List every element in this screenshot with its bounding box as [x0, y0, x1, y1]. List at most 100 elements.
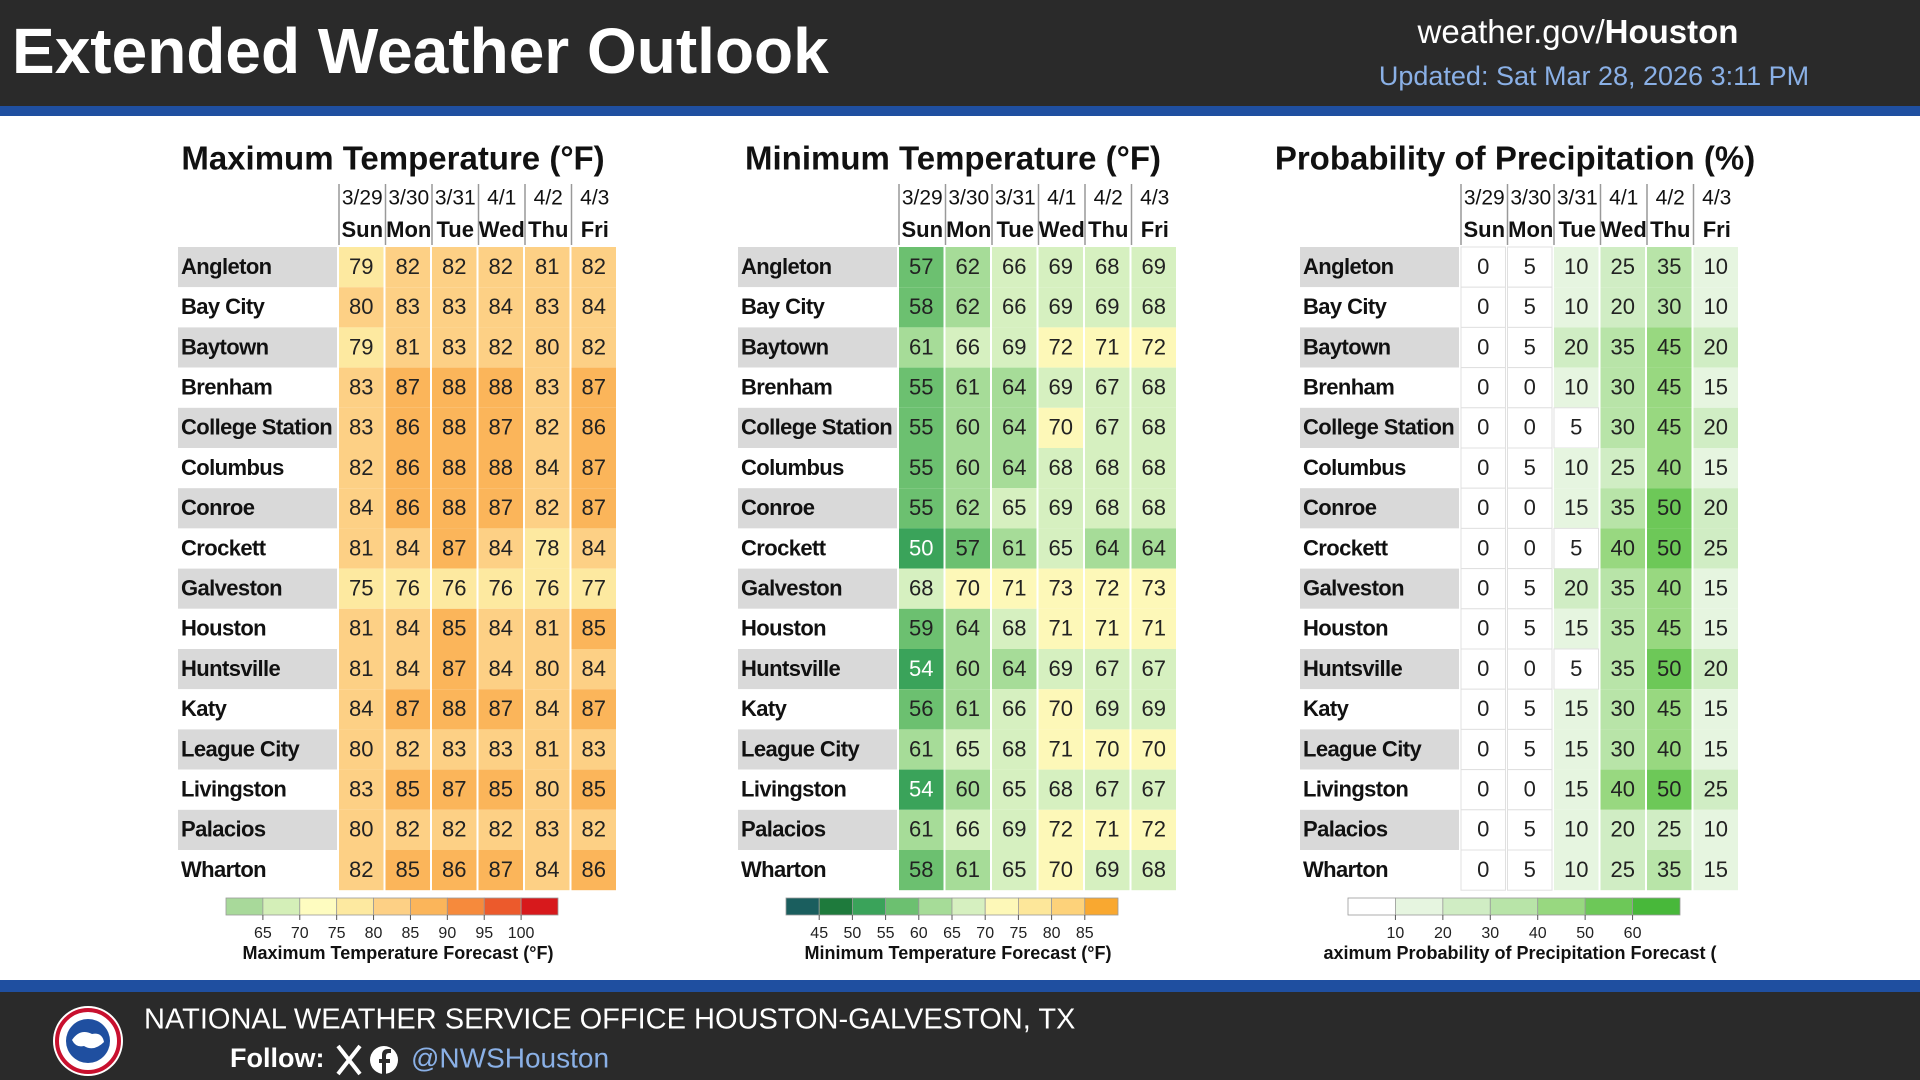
cell-value: 84	[489, 535, 513, 560]
cell-value: 73	[1049, 576, 1073, 601]
social-handle[interactable]: @NWSHouston	[411, 1042, 609, 1073]
value-cell	[1085, 608, 1130, 649]
cell-value: 25	[1611, 455, 1635, 480]
value-cell	[1554, 448, 1599, 489]
city-cell	[738, 367, 897, 408]
cell-value: 25	[1611, 254, 1635, 279]
city-name: Baytown	[741, 334, 829, 359]
cell-value: 50	[1657, 656, 1681, 681]
value-cell	[1460, 568, 1506, 610]
value-cell	[1085, 488, 1130, 529]
value-cell	[571, 488, 616, 529]
cell-value: 68	[1142, 495, 1166, 520]
value-cell	[339, 729, 384, 770]
cell-value: 0	[1477, 576, 1489, 601]
city-name: Crockett	[741, 535, 827, 560]
cell-value: 61	[956, 857, 980, 882]
cell-value: 67	[1095, 777, 1119, 802]
value-cell	[1460, 849, 1506, 891]
value-cell	[1507, 809, 1553, 851]
value-cell	[1131, 769, 1176, 810]
legend-swatch	[1084, 897, 1119, 916]
value-cell	[1554, 287, 1599, 328]
value-cell	[992, 327, 1037, 368]
cell-value: 82	[489, 334, 513, 359]
value-cell	[1460, 648, 1506, 690]
value-cell	[899, 649, 944, 690]
value-cell	[339, 247, 384, 288]
city-name: Columbus	[741, 455, 844, 480]
cell-value: 69	[1002, 817, 1026, 842]
value-cell	[1038, 488, 1083, 529]
cell-value: 5	[1524, 334, 1536, 359]
cell-value: 62	[956, 294, 980, 319]
cell-value: 68	[1142, 415, 1166, 440]
cell-value: 88	[442, 375, 466, 400]
cell-value: 5	[1524, 696, 1536, 721]
value-cell	[992, 809, 1037, 850]
cell-value: 5	[1570, 415, 1582, 440]
value-cell	[478, 689, 523, 730]
cell-value: 87	[442, 656, 466, 681]
value-cell	[525, 689, 570, 730]
cell-value: 0	[1477, 857, 1489, 882]
cell-value: 5	[1524, 616, 1536, 641]
date-label: 4/2	[1094, 187, 1123, 210]
value-cell	[1647, 528, 1692, 569]
value-cell	[1131, 649, 1176, 690]
city-cell	[178, 247, 337, 288]
day-label: Mon	[386, 217, 431, 242]
cell-value: 84	[535, 696, 559, 721]
cell-value: 84	[582, 656, 606, 681]
city-cell	[738, 608, 897, 649]
cell-value: 87	[489, 495, 513, 520]
city-name: College Station	[181, 415, 332, 440]
cell-value: 60	[956, 415, 980, 440]
cell-value: 69	[1049, 656, 1073, 681]
value-cell	[571, 528, 616, 569]
cell-value: 84	[349, 696, 373, 721]
value-cell	[1693, 488, 1738, 529]
cell-value: 69	[1049, 495, 1073, 520]
value-cell	[478, 448, 523, 489]
cell-value: 83	[535, 817, 559, 842]
legend-tick-label: 60	[910, 925, 928, 942]
date-label: 4/1	[1609, 187, 1638, 210]
city-name: Houston	[181, 616, 266, 641]
cell-value: 61	[909, 817, 933, 842]
city-cell	[178, 850, 337, 891]
city-cell	[178, 568, 337, 609]
cell-value: 0	[1477, 817, 1489, 842]
cell-value: 88	[489, 375, 513, 400]
cell-value: 84	[582, 294, 606, 319]
cell-value: 40	[1657, 736, 1681, 761]
legend-tick-label: 70	[976, 925, 994, 942]
value-cell	[1693, 809, 1738, 850]
cell-value: 69	[1095, 294, 1119, 319]
cell-value: 5	[1524, 817, 1536, 842]
value-cell	[525, 649, 570, 690]
cell-value: 5	[1524, 455, 1536, 480]
facebook-icon[interactable]	[370, 1046, 398, 1075]
x-icon[interactable]	[336, 1044, 362, 1076]
value-cell	[1647, 809, 1692, 850]
city-cell	[738, 769, 897, 810]
value-cell	[1507, 407, 1553, 449]
value-cell	[478, 528, 523, 569]
day-label: Fri	[1703, 217, 1731, 242]
value-cell	[992, 689, 1037, 730]
cell-value: 68	[1142, 455, 1166, 480]
cell-value: 82	[396, 254, 420, 279]
value-cell	[899, 689, 944, 730]
legend-tick-label: 50	[1576, 925, 1594, 942]
footer-stripe	[0, 980, 1920, 992]
cell-value: 5	[1524, 736, 1536, 761]
value-cell	[945, 327, 990, 368]
city-cell	[1300, 850, 1459, 891]
cell-value: 71	[1002, 576, 1026, 601]
value-cell	[1507, 849, 1553, 891]
value-cell	[525, 809, 570, 850]
cell-value: 86	[582, 857, 606, 882]
value-cell	[432, 448, 477, 489]
cell-value: 0	[1477, 777, 1489, 802]
